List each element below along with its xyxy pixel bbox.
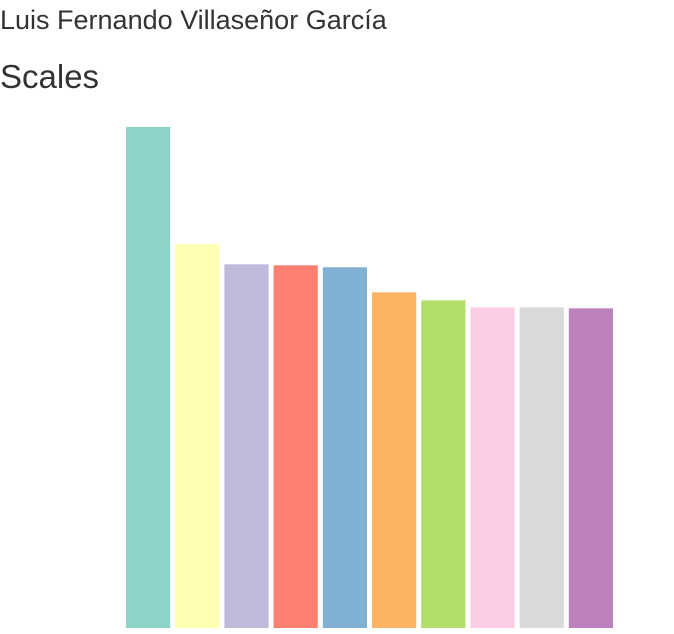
bar-5 [322,267,367,628]
bar-9 [519,307,564,628]
bar-8 [470,307,515,628]
bar-4 [273,265,318,628]
author-name: Luis Fernando Villaseñor García [0,5,387,35]
bar-7 [421,300,466,628]
page-title: Scales [0,58,100,95]
bar-2 [175,244,220,629]
bar-3 [224,264,269,628]
bar-1 [126,127,171,628]
bars-group [126,127,613,629]
bar-10 [568,308,613,628]
bar-6 [372,292,417,628]
